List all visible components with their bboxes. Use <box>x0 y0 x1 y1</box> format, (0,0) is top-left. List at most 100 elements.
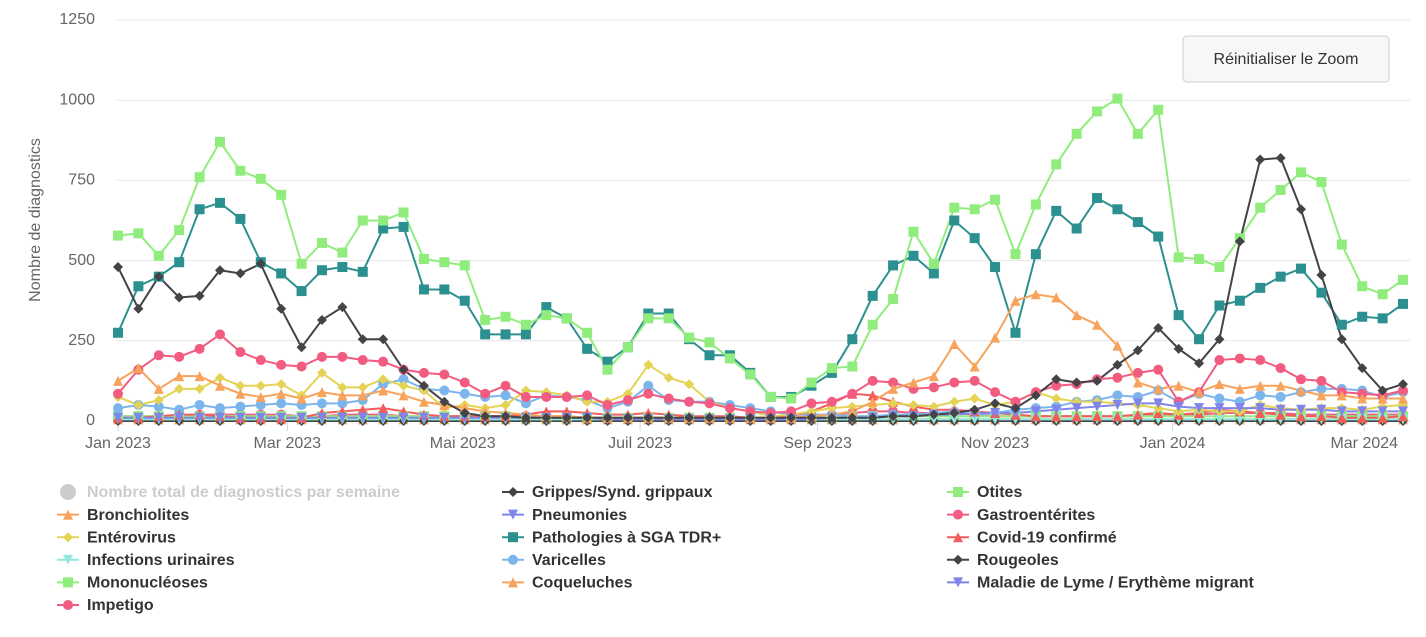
marker <box>990 262 1001 273</box>
marker <box>826 412 837 423</box>
marker <box>378 215 389 226</box>
button-background[interactable] <box>1182 35 1390 83</box>
reset-zoom-button[interactable]: Réinitialiser le Zoom <box>1182 35 1390 83</box>
marker <box>1357 393 1368 404</box>
marker <box>1173 343 1184 354</box>
marker <box>418 396 429 407</box>
marker <box>1194 253 1205 264</box>
marker <box>153 271 164 282</box>
marker <box>357 412 368 423</box>
marker <box>953 577 963 588</box>
marker <box>398 412 409 423</box>
marker <box>418 253 429 264</box>
marker <box>276 303 287 314</box>
marker <box>949 339 960 350</box>
marker <box>174 351 185 362</box>
marker <box>704 398 715 409</box>
marker <box>786 412 797 423</box>
marker <box>663 412 674 423</box>
marker <box>255 173 266 184</box>
legend-item[interactable]: Entérovirus <box>57 529 176 546</box>
marker <box>508 554 518 565</box>
legend-item[interactable]: Infections urinaires <box>57 552 235 569</box>
legend-item[interactable]: Pneumonies <box>502 507 627 524</box>
marker <box>663 372 674 383</box>
legend-label: Maladie de Lyme / Erythème migrant <box>977 575 1255 592</box>
marker <box>582 327 593 338</box>
marker <box>398 390 409 401</box>
legend-label: Impetigo <box>87 597 154 614</box>
marker <box>1275 152 1286 163</box>
marker <box>194 290 205 301</box>
button-label[interactable]: Réinitialiser le Zoom <box>1214 51 1359 68</box>
marker <box>1214 334 1225 345</box>
marker <box>439 369 450 380</box>
legend-item[interactable]: Covid-19 confirmé <box>947 529 1117 546</box>
marker <box>357 266 368 277</box>
marker <box>63 509 73 520</box>
marker <box>1377 406 1388 417</box>
marker <box>643 412 654 423</box>
legend-item[interactable]: Mononucléoses <box>57 575 208 592</box>
marker <box>113 403 123 414</box>
marker <box>1357 412 1368 423</box>
legend-item[interactable]: Grippes/Synd. grippaux <box>502 484 713 501</box>
plot-area <box>113 93 1408 426</box>
legend-item[interactable]: Pathologies à SGA TDR+ <box>502 529 721 546</box>
marker <box>316 387 327 398</box>
legend-item[interactable]: Nombre total de diagnostics par semaine <box>60 484 400 501</box>
marker <box>508 487 518 497</box>
legend-item[interactable]: Impetigo <box>57 597 154 614</box>
marker <box>398 364 409 375</box>
marker <box>1275 363 1286 374</box>
marker <box>459 388 470 399</box>
marker <box>316 265 327 276</box>
marker <box>1051 374 1062 385</box>
marker <box>1030 199 1041 210</box>
marker <box>357 334 368 345</box>
marker <box>1357 311 1368 322</box>
marker <box>541 310 552 321</box>
marker <box>1234 383 1245 394</box>
marker <box>1092 319 1103 330</box>
legend-item[interactable]: Otites <box>947 484 1022 501</box>
marker <box>1255 154 1266 165</box>
x-tick-label: Mar 2023 <box>253 435 321 452</box>
marker <box>508 532 518 543</box>
marker <box>459 377 470 388</box>
marker <box>1071 310 1082 321</box>
marker <box>602 356 613 367</box>
legend-item[interactable]: Bronchiolites <box>57 507 189 524</box>
marker <box>316 412 327 423</box>
legend-item[interactable]: Varicelles <box>502 552 606 569</box>
marker <box>1030 249 1041 260</box>
legend-item[interactable]: Coqueluches <box>502 575 633 592</box>
marker <box>928 401 939 412</box>
marker <box>1296 167 1307 178</box>
marker <box>214 136 225 147</box>
marker <box>745 369 756 380</box>
marker <box>1234 414 1245 425</box>
marker <box>235 401 246 412</box>
marker <box>724 403 735 414</box>
marker <box>765 412 776 423</box>
marker <box>786 393 797 404</box>
marker <box>908 399 919 410</box>
marker <box>255 258 266 269</box>
marker <box>1214 262 1225 273</box>
marker <box>1214 414 1225 425</box>
marker <box>643 359 654 370</box>
marker <box>1296 404 1307 415</box>
marker <box>541 302 552 313</box>
legend-item[interactable]: Rougeoles <box>947 552 1059 569</box>
marker <box>194 172 205 183</box>
legend-item[interactable]: Maladie de Lyme / Erythème migrant <box>947 575 1255 592</box>
marker <box>990 194 1001 205</box>
marker <box>1132 409 1143 420</box>
marker <box>990 332 1001 343</box>
marker <box>1316 287 1327 298</box>
marker <box>337 382 348 393</box>
marker <box>508 509 518 520</box>
legend-item[interactable]: Gastroentérites <box>947 507 1095 524</box>
